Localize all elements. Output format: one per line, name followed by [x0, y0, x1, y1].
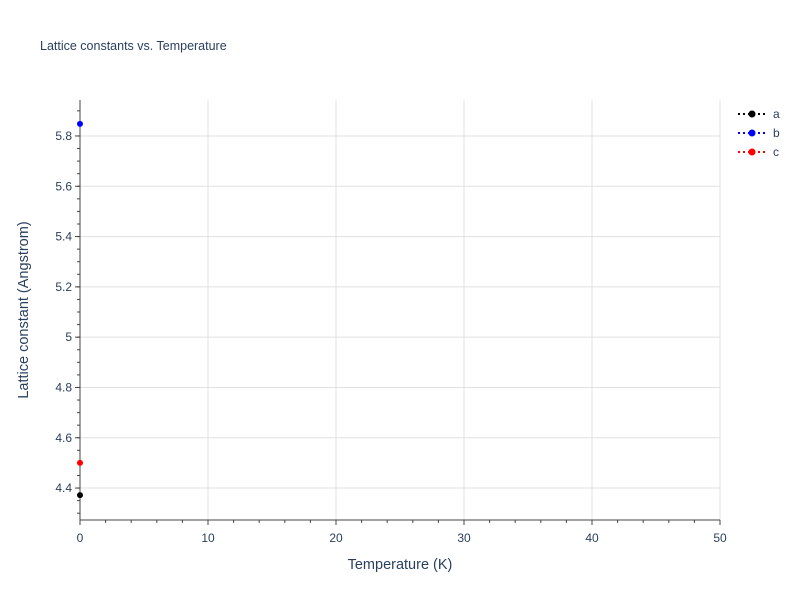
y-tick-label: 5.6: [55, 179, 72, 193]
legend-marker-icon: [748, 129, 756, 137]
legend-item-a[interactable]: a: [738, 107, 780, 121]
data-point-b: [77, 120, 83, 127]
y-tick-label: 4.6: [55, 431, 72, 445]
legend-label: b: [773, 126, 780, 140]
y-tick-label: 5: [65, 330, 72, 344]
legend-item-b[interactable]: b: [738, 126, 780, 140]
x-tick-label: 30: [457, 531, 471, 545]
data-point-c: [77, 459, 83, 466]
y-tick-label: 5.8: [55, 129, 72, 143]
legend[interactable]: abc: [738, 107, 780, 159]
x-tick-label: 20: [329, 531, 343, 545]
axes: 0 10 20 30 40 50 4.4 4.6 4.8 5 5.2 5.4 5.6 5.8: [55, 100, 727, 545]
x-axis-label: Temperature (K): [348, 557, 453, 573]
legend-marker-icon: [748, 148, 756, 156]
legend-label: c: [773, 145, 779, 159]
data-marks: [77, 120, 83, 499]
y-tick-label: 4.4: [55, 481, 72, 495]
x-tick-label: 0: [77, 531, 84, 545]
y-axis-label: Lattice constant (Angstrom): [16, 221, 32, 398]
x-tick-label: 10: [201, 531, 215, 545]
legend-label: a: [773, 107, 780, 121]
legend-item-c[interactable]: c: [738, 145, 779, 159]
data-point-a: [77, 492, 83, 499]
grid: [80, 100, 721, 520]
x-tick-label: 50: [713, 531, 727, 545]
y-tick-label: 5.2: [55, 280, 72, 294]
legend-marker-icon: [748, 110, 756, 118]
x-tick-label: 40: [585, 531, 599, 545]
y-tick-label: 5.4: [55, 230, 72, 244]
chart-title: Lattice constants vs. Temperature: [40, 39, 227, 53]
y-tick-label: 4.8: [55, 380, 72, 394]
